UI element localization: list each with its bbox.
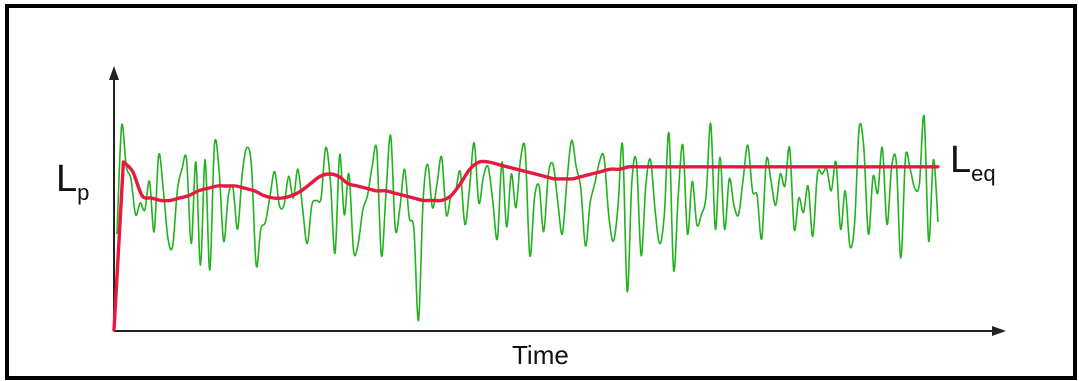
y-axis-arrow [109, 66, 119, 80]
y-axis-label: Lp [56, 158, 90, 205]
series-lp-line [116, 114, 939, 322]
chart-border [5, 4, 1077, 380]
leq-annotation: Leq [950, 139, 996, 186]
series-leq-line [112, 159, 940, 332]
x-axis-arrow [992, 326, 1006, 336]
x-axis-label: Time [512, 340, 569, 370]
